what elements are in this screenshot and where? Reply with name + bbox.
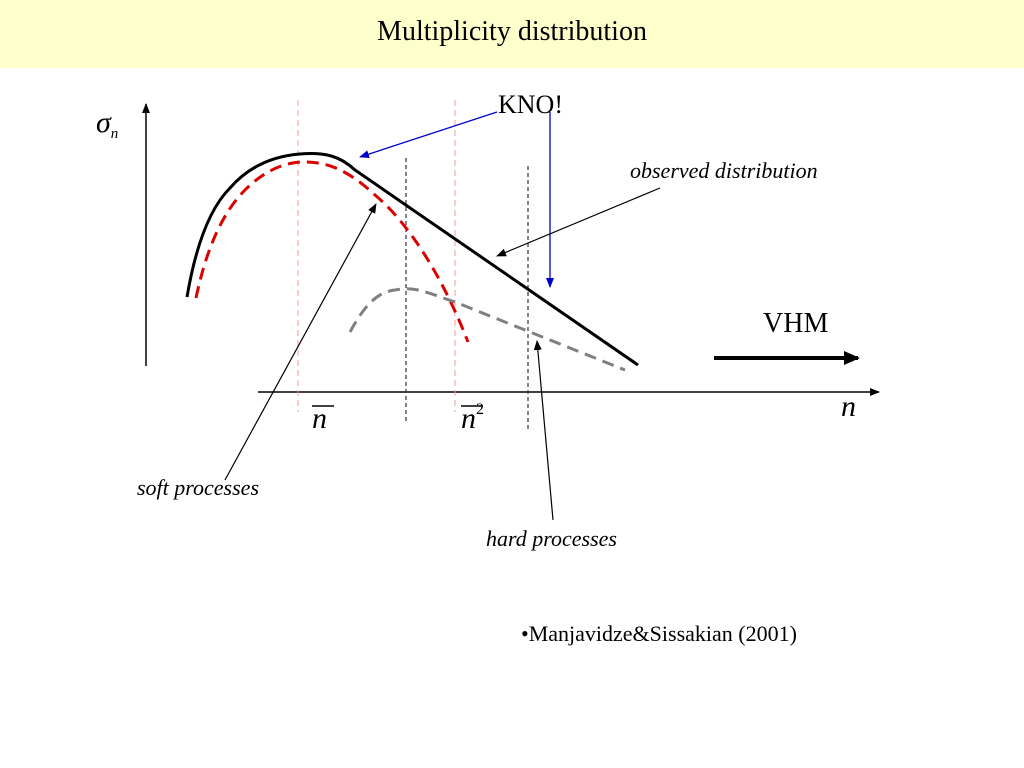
tick-label-nbar2: n2 [461,401,484,435]
page-title: Multiplicity distribution [377,16,647,47]
y-axis-label-subscript: n [110,126,119,142]
kno-label: KNO! [498,90,563,119]
kno-arrow-to-peak [359,111,498,158]
y-axis-label: σn [96,106,119,142]
hard-processes-curve [348,287,626,372]
soft-pointer-arrow [224,203,377,481]
observed-distribution-curve [185,152,639,367]
reference-citation: •Manjavidze&Sissakian (2001) [521,621,797,646]
x-axis-label: n [841,390,856,423]
hard-pointer-arrow [533,340,554,521]
hard-processes-label: hard processes [486,526,617,551]
soft-processes-label: soft processes [137,475,260,500]
tick-label-nbar2-exp: 2 [476,401,484,418]
tick-label-nbar: n [312,402,327,435]
soft-processes-curve [194,160,470,343]
observed-pointer-arrow [496,187,661,257]
observed-distribution-label: observed distribution [630,158,818,183]
vhm-label: VHM [763,308,829,339]
title-bar: Multiplicity distribution [0,0,1024,68]
